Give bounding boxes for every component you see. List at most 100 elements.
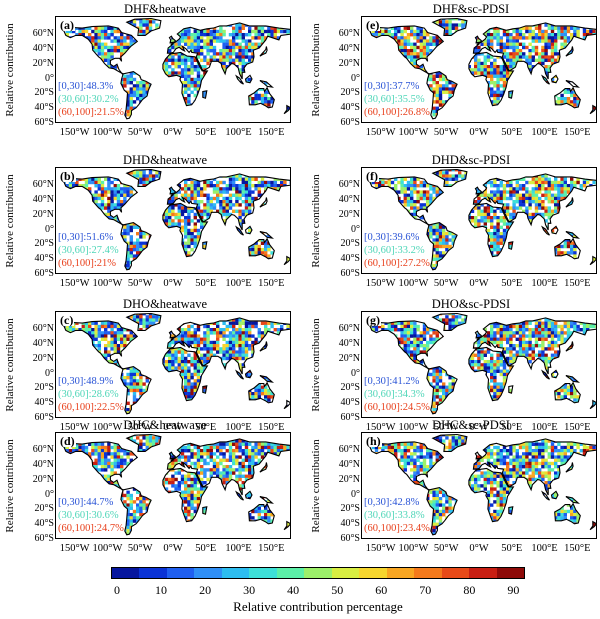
pixel [110,33,114,37]
pixel [509,33,513,37]
pixel [206,203,210,207]
pixel [187,171,191,175]
pixel [531,87,535,91]
pixel [81,68,85,72]
pixel [387,39,391,43]
pixel [155,113,159,117]
pixel [235,184,239,188]
pixel [75,33,79,37]
pixel [241,26,245,30]
pixel [184,190,188,194]
pixel [419,33,423,37]
pixel [139,49,143,53]
pixel [467,36,471,40]
pixel [152,190,156,194]
pixel [586,113,590,117]
pixel [560,20,564,24]
pixel [461,84,465,88]
pixel [515,49,519,53]
pixel [241,200,245,204]
pixel [216,74,220,78]
pixel [467,81,471,85]
pixel [107,68,111,72]
pixel [206,113,210,117]
pixel [467,93,471,98]
pixel [394,58,398,62]
pixel [78,23,82,27]
pixel [56,194,59,197]
pixel [538,93,542,98]
pixel [206,23,210,27]
pixel [158,209,162,213]
pixel [120,49,124,53]
pixel [84,49,89,53]
pixel [273,33,277,37]
pixel [371,58,375,62]
pixel [216,209,220,213]
pixel [190,81,194,85]
pixel [145,20,149,24]
pixel [502,33,507,37]
pixel [171,180,175,185]
pixel [110,200,114,204]
pixel [289,100,290,104]
map-panel-e: DHF&sc-PDSI Relative contribution 60°N 40°N… [306,2,600,150]
pixel [196,180,201,185]
pixel [509,109,513,114]
pixel [145,68,149,72]
pixel [232,77,236,82]
pixel [216,84,220,88]
pixel [139,93,143,98]
pixel [91,193,95,197]
pixel [180,113,185,117]
pixel [496,74,500,78]
pixel [120,171,124,175]
pixel [522,52,526,56]
pixel [280,206,284,210]
pixel [155,84,159,88]
pixel [260,109,265,114]
pixel [286,45,290,50]
pixel [94,71,98,75]
pixel [248,58,252,62]
pixel [84,171,89,175]
pixel [155,90,159,94]
pixel [168,209,172,213]
pixel [570,74,574,78]
pixel [219,29,223,34]
pixel [145,18,149,21]
pixel [139,20,143,24]
pixel [216,109,220,114]
pixel [113,184,117,188]
pixel [579,87,583,91]
pixel [267,18,271,21]
pixel [260,97,265,101]
pixel [267,103,271,107]
pixel [454,58,459,62]
pixel [280,68,284,72]
pixel [164,23,169,27]
pixel [209,36,213,40]
pixel [381,65,385,69]
pixel [419,36,423,40]
pixel [72,196,76,201]
pixel [374,33,379,37]
pixel [502,45,507,50]
pixel [155,29,159,34]
pixel [554,74,558,78]
pixel [81,33,85,37]
pixel [129,65,133,69]
pixel [493,90,497,94]
pixel [595,20,596,24]
pixel [566,74,571,78]
pixel [470,113,475,117]
pixel [445,20,449,24]
pixel [531,113,535,117]
pixel [280,209,284,213]
pixel [254,42,258,46]
pixel [267,119,271,122]
pixel [506,45,510,50]
pixel [280,74,284,78]
pixel [518,113,523,117]
pixel [196,103,201,107]
